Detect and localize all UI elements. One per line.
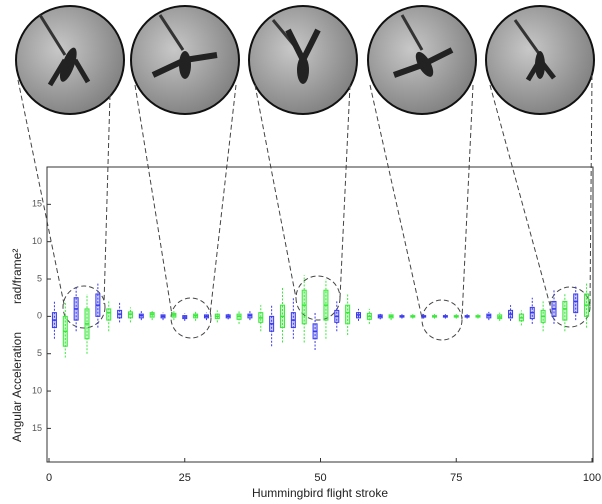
y-tick-label: 10 [32,385,42,395]
photo [485,5,595,115]
x-tick-label: 50 [314,472,326,484]
photo-strip [15,5,595,115]
box [301,289,307,325]
y-tick-label: 5 [37,348,42,358]
y-label: Angular Acceleration [10,332,24,442]
x-tick-label: 75 [450,472,462,484]
connectors [17,74,593,341]
y-unit: rad/frame² [10,249,24,304]
x-label: Hummingbird flight stroke [252,486,388,500]
photo [248,5,358,115]
y-tick-label: 5 [37,273,42,283]
box [562,300,568,321]
y-tick-label: 0 [37,311,42,321]
photo [367,5,477,115]
y-tick-label: 15 [32,423,42,433]
box [106,308,112,321]
x-tick-label: 25 [179,472,191,484]
y-tick-label: 15 [32,199,42,209]
x-tick-label: 100 [583,472,601,484]
box [345,304,351,325]
y-tick-label: 10 [32,236,42,246]
box [573,293,579,314]
y-axis-title: Angular Acceleration rad/frame² [10,249,24,442]
photo [15,5,125,115]
photo [130,5,240,115]
x-tick-label: 0 [46,472,52,484]
